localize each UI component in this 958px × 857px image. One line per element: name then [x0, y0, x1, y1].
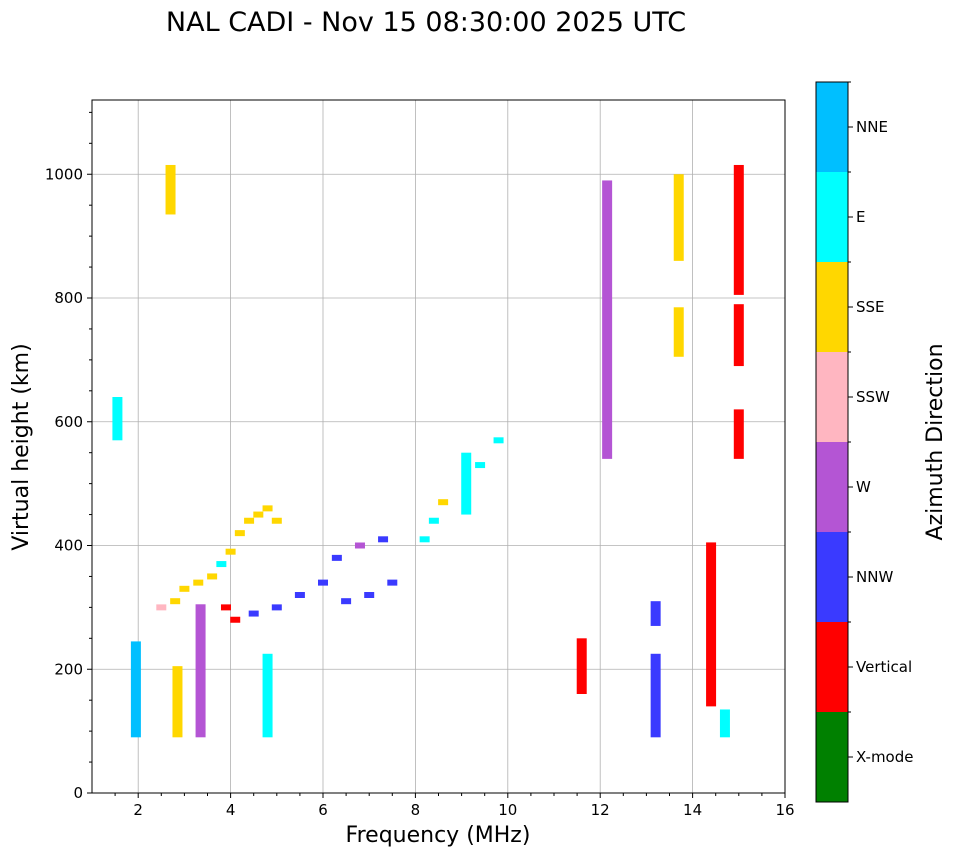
x-tick-label: 12 — [591, 801, 610, 819]
echo-band — [733, 304, 744, 367]
colorbar-tick-label: X-mode — [856, 748, 913, 766]
echo-point — [271, 604, 282, 611]
echo-point — [193, 579, 204, 586]
echo-band — [673, 307, 684, 357]
x-tick-label: 10 — [498, 801, 517, 819]
chart-title: NAL CADI - Nov 15 08:30:00 2025 UTC — [166, 7, 686, 38]
x-tick-label: 16 — [775, 801, 794, 819]
colorbar-tick-label: W — [856, 478, 871, 496]
y-tick-label: 600 — [54, 413, 83, 431]
echo-band — [165, 164, 176, 215]
echo-point — [294, 592, 305, 598]
colorbar-swatch — [816, 622, 848, 712]
echo-band — [650, 601, 661, 626]
echo-band — [130, 641, 141, 738]
echo-point — [354, 542, 365, 549]
echo-point — [271, 517, 282, 524]
echo-point — [378, 536, 389, 543]
echo-point — [318, 579, 328, 586]
echo-band — [650, 653, 661, 738]
y-tick-label: 400 — [54, 537, 83, 555]
echo-point — [331, 554, 342, 561]
x-axis-ticks: 2 4 6 8 10 12 14 16 — [114, 793, 795, 819]
echo-point — [244, 517, 255, 524]
x-tick-label: 14 — [683, 801, 702, 819]
echo-band — [262, 653, 273, 738]
colorbar-tick-label: NNW — [856, 568, 893, 586]
colorbar-tick-label: Vertical — [856, 658, 912, 676]
colorbar-swatch — [816, 262, 848, 352]
echo-band — [733, 409, 744, 459]
x-tick-label: 2 — [133, 801, 143, 819]
echo-point — [428, 517, 439, 524]
echo-band — [602, 180, 613, 459]
echo-point — [234, 530, 245, 537]
colorbar-swatch — [816, 532, 848, 622]
x-tick-label: 4 — [226, 801, 236, 819]
echo-point — [419, 536, 430, 543]
colorbar-tick-label: NNE — [856, 118, 888, 136]
echo-band — [673, 174, 684, 261]
echo-point — [475, 462, 486, 469]
echo-point — [438, 499, 449, 506]
echo-band — [576, 638, 587, 694]
echo-band — [733, 164, 744, 295]
y-tick-label: 200 — [54, 660, 83, 678]
echo-point — [220, 604, 231, 611]
echo-point — [387, 579, 398, 586]
echo-point — [230, 616, 241, 623]
echo-band — [112, 397, 123, 441]
echo-point — [225, 548, 236, 555]
colorbar: X-mode Vertical NNW W SSW SSE E NNE — [816, 81, 913, 802]
y-axis-label: Virtual height (km) — [9, 343, 34, 550]
colorbar-swatch — [816, 442, 848, 532]
echo-band — [461, 452, 472, 515]
colorbar-tick-label: SSE — [856, 298, 885, 316]
echo-point — [216, 561, 227, 568]
echo-band — [706, 542, 717, 707]
echo-point — [207, 573, 218, 580]
echo-point — [262, 505, 273, 512]
x-tick-label: 6 — [318, 801, 328, 819]
grid-lines — [92, 100, 785, 793]
colorbar-swatch — [816, 712, 848, 802]
colorbar-tick-label: SSW — [856, 388, 890, 406]
colorbar-label: Azimuth Direction — [923, 343, 948, 540]
y-tick-label: 1000 — [45, 165, 83, 183]
y-tick-label: 0 — [73, 784, 83, 802]
data-marks — [112, 164, 744, 738]
echo-band — [719, 709, 730, 738]
echo-point — [364, 592, 375, 598]
colorbar-swatch — [816, 172, 848, 262]
echo-band — [172, 666, 183, 738]
echo-point — [156, 604, 167, 611]
echo-point — [493, 437, 504, 444]
echo-point — [341, 598, 352, 605]
y-tick-label: 800 — [54, 289, 83, 307]
colorbar-tick-label: E — [856, 208, 865, 226]
colorbar-frame — [815, 81, 849, 803]
x-axis-label: Frequency (MHz) — [346, 823, 531, 848]
x-tick-label: 8 — [411, 801, 421, 819]
echo-band — [195, 604, 206, 738]
echo-point — [253, 511, 264, 518]
echo-point — [179, 585, 190, 592]
colorbar-swatch — [816, 352, 848, 442]
echo-point — [170, 598, 181, 605]
echo-point — [248, 610, 259, 617]
colorbar-swatch — [816, 82, 848, 172]
y-axis-ticks: 0 200 400 600 800 1000 — [45, 111, 92, 802]
